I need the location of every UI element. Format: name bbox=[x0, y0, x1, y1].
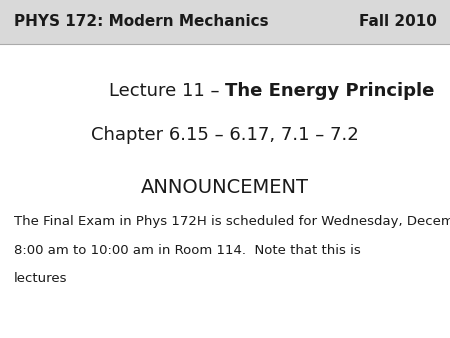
Text: The Energy Principle: The Energy Principle bbox=[225, 82, 434, 100]
FancyBboxPatch shape bbox=[0, 0, 450, 44]
Text: Lecture 11 –: Lecture 11 – bbox=[109, 82, 225, 100]
Text: The Final Exam in Phys 172H is scheduled for Wednesday, December 15th, from: The Final Exam in Phys 172H is scheduled… bbox=[14, 215, 450, 228]
Text: PHYS 172: Modern Mechanics: PHYS 172: Modern Mechanics bbox=[14, 15, 268, 29]
Text: Chapter 6.15 – 6.17, 7.1 – 7.2: Chapter 6.15 – 6.17, 7.1 – 7.2 bbox=[91, 126, 359, 144]
Text: 8:00 am to 10:00 am in Room 114.  Note that this is: 8:00 am to 10:00 am in Room 114. Note th… bbox=[14, 244, 364, 257]
Text: ANNOUNCEMENT: ANNOUNCEMENT bbox=[141, 178, 309, 197]
Text: Fall 2010: Fall 2010 bbox=[359, 15, 436, 29]
Text: lectures: lectures bbox=[14, 272, 67, 285]
